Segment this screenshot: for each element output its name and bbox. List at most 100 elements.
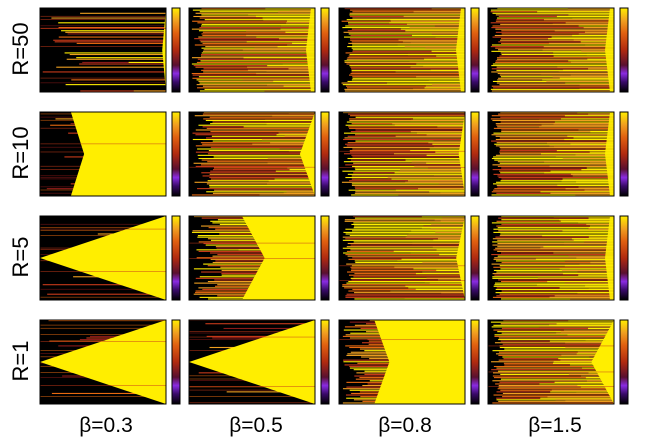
- streak-highlight: [433, 140, 465, 142]
- streak-line: [491, 85, 614, 87]
- streak-highlight: [588, 113, 614, 115]
- streak-line: [354, 225, 465, 227]
- crossing-line: [189, 242, 315, 244]
- streak-highlight: [588, 217, 614, 219]
- streak-highlight: [267, 65, 315, 67]
- streak-line: [198, 250, 315, 252]
- panel-r2-c0: [39, 215, 181, 301]
- streak-highlight: [570, 74, 614, 76]
- streak-highlight: [255, 15, 315, 18]
- streak-line: [67, 33, 166, 35]
- streak-line: [40, 334, 166, 335]
- streak-line: [211, 135, 315, 137]
- crossing-line: [488, 345, 614, 347]
- streak-line: [496, 367, 614, 369]
- crossing-line: [339, 167, 465, 168]
- streak-line: [355, 261, 465, 264]
- streak-line: [347, 142, 465, 144]
- streak-line: [345, 254, 465, 256]
- streak-line: [201, 53, 315, 56]
- streak-line: [352, 288, 465, 291]
- streak-highlight: [413, 11, 465, 13]
- streak-highlight: [283, 85, 315, 87]
- row-label-r5: R=5: [8, 237, 33, 278]
- filled-sliver: [456, 8, 465, 92]
- streak-highlight: [398, 194, 465, 196]
- streak-line: [352, 49, 465, 51]
- streak-line: [492, 241, 614, 243]
- streak-line: [351, 68, 465, 70]
- row-label-r1: R=1: [8, 341, 33, 382]
- streak-highlight: [576, 181, 614, 183]
- streak-highlight: [395, 189, 465, 191]
- streak-line: [493, 127, 614, 129]
- streak-line: [504, 348, 614, 350]
- streak-highlight: [565, 400, 614, 402]
- streak-highlight: [539, 383, 614, 385]
- streak-highlight: [565, 82, 614, 84]
- streak-line: [349, 74, 465, 76]
- streak-line: [203, 112, 315, 114]
- streak-highlight: [577, 112, 614, 114]
- streak-line: [223, 327, 315, 330]
- streak-line: [346, 121, 465, 123]
- streak-highlight: [556, 150, 614, 152]
- streak-highlight: [386, 82, 465, 84]
- streak-line: [201, 159, 315, 161]
- streak-line: [353, 216, 465, 218]
- streak-line: [195, 145, 315, 147]
- streak-line: [501, 167, 614, 169]
- streak-highlight: [410, 252, 465, 254]
- streak-highlight: [431, 223, 465, 226]
- streak-line: [490, 22, 614, 24]
- streak-line: [206, 335, 315, 337]
- streak-highlight: [543, 19, 614, 21]
- streak-line: [491, 44, 614, 46]
- streak-line: [199, 90, 315, 92]
- streak-line: [198, 80, 315, 83]
- streak-line: [189, 396, 315, 397]
- streak-highlight: [435, 151, 465, 153]
- streak-line: [192, 9, 315, 11]
- streak-line: [344, 137, 465, 139]
- streak-highlight: [289, 9, 315, 11]
- streak-highlight: [575, 194, 614, 196]
- panel-frame: [188, 215, 316, 301]
- streak-highlight: [403, 15, 465, 18]
- streak-highlight: [564, 265, 614, 267]
- streak-highlight: [429, 191, 465, 193]
- streak-line: [347, 157, 465, 160]
- streak-line: [495, 135, 614, 137]
- streak-highlight: [395, 71, 465, 73]
- streak-highlight: [280, 28, 315, 30]
- streak-line: [40, 327, 166, 329]
- streak-line: [492, 25, 614, 27]
- streak-line: [40, 223, 166, 225]
- streak-highlight: [578, 25, 614, 27]
- streak-highlight: [554, 381, 614, 383]
- streak-highlight: [268, 180, 315, 182]
- streak-highlight: [273, 80, 315, 83]
- streak-highlight: [427, 167, 465, 169]
- streak-line: [200, 142, 315, 144]
- streak-highlight: [410, 150, 465, 152]
- streak-highlight: [405, 285, 465, 287]
- streak-highlight: [413, 88, 465, 90]
- streak-highlight: [256, 72, 315, 75]
- streak-line: [493, 173, 614, 175]
- streak-line: [344, 287, 465, 289]
- streak-line: [352, 76, 465, 78]
- streak-line: [42, 71, 166, 73]
- streak-line: [42, 284, 166, 286]
- panel-r0-c3: [487, 7, 629, 93]
- streak-highlight: [272, 115, 315, 117]
- streak-highlight: [562, 178, 614, 180]
- streak-highlight: [264, 90, 315, 92]
- streak-highlight: [578, 129, 614, 131]
- streak-highlight: [589, 225, 614, 227]
- streak-highlight: [565, 342, 614, 344]
- streak-highlight: [246, 30, 315, 32]
- streak-line: [351, 47, 465, 49]
- streak-highlight: [590, 261, 614, 264]
- streak-highlight: [283, 192, 315, 194]
